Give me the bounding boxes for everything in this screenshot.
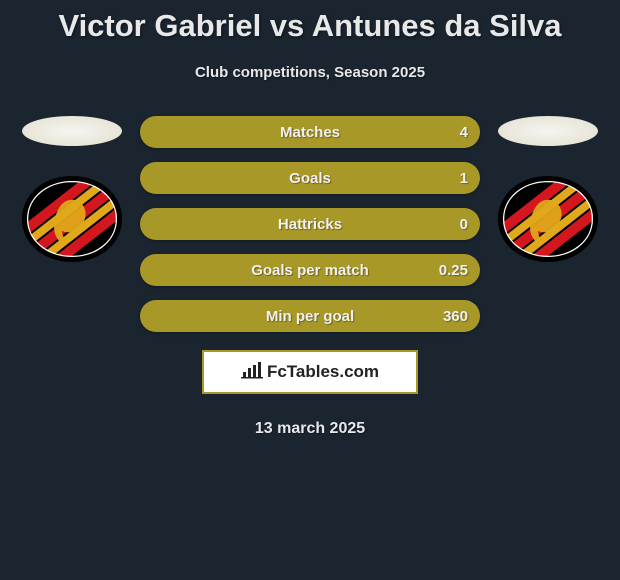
stat-row-goals-per-match: Goals per match 0.25: [140, 254, 480, 286]
chart-icon: [241, 361, 263, 384]
player-right-club-badge: [498, 176, 598, 262]
stat-right-value: 0.25: [439, 262, 468, 279]
stat-label: Matches: [280, 124, 340, 141]
stat-right-value: 360: [443, 308, 468, 325]
player-right-avatar-placeholder: [498, 116, 598, 146]
date-label: 13 march 2025: [0, 420, 620, 438]
brand-text: FcTables.com: [267, 362, 379, 382]
brand-badge: FcTables.com: [202, 350, 418, 394]
stat-row-matches: Matches 4: [140, 116, 480, 148]
stats-list: Matches 4 Goals 1 Hattricks 0 Goals per …: [140, 116, 480, 332]
stat-row-hattricks: Hattricks 0: [140, 208, 480, 240]
page-title: Victor Gabriel vs Antunes da Silva: [0, 0, 620, 44]
stat-row-goals: Goals 1: [140, 162, 480, 194]
subtitle: Club competitions, Season 2025: [0, 64, 620, 81]
stat-label: Min per goal: [266, 308, 354, 325]
player-left-avatar-placeholder: [22, 116, 122, 146]
stat-label: Goals: [289, 170, 331, 187]
player-right-column: [498, 116, 598, 262]
comparison-row: Matches 4 Goals 1 Hattricks 0 Goals per …: [0, 116, 620, 332]
stat-right-value: 4: [460, 124, 468, 141]
stat-right-value: 1: [460, 170, 468, 187]
player-left-club-badge: [22, 176, 122, 262]
stat-right-value: 0: [460, 216, 468, 233]
stat-label: Goals per match: [251, 262, 369, 279]
player-left-column: [22, 116, 122, 262]
stat-row-min-per-goal: Min per goal 360: [140, 300, 480, 332]
stat-label: Hattricks: [278, 216, 342, 233]
